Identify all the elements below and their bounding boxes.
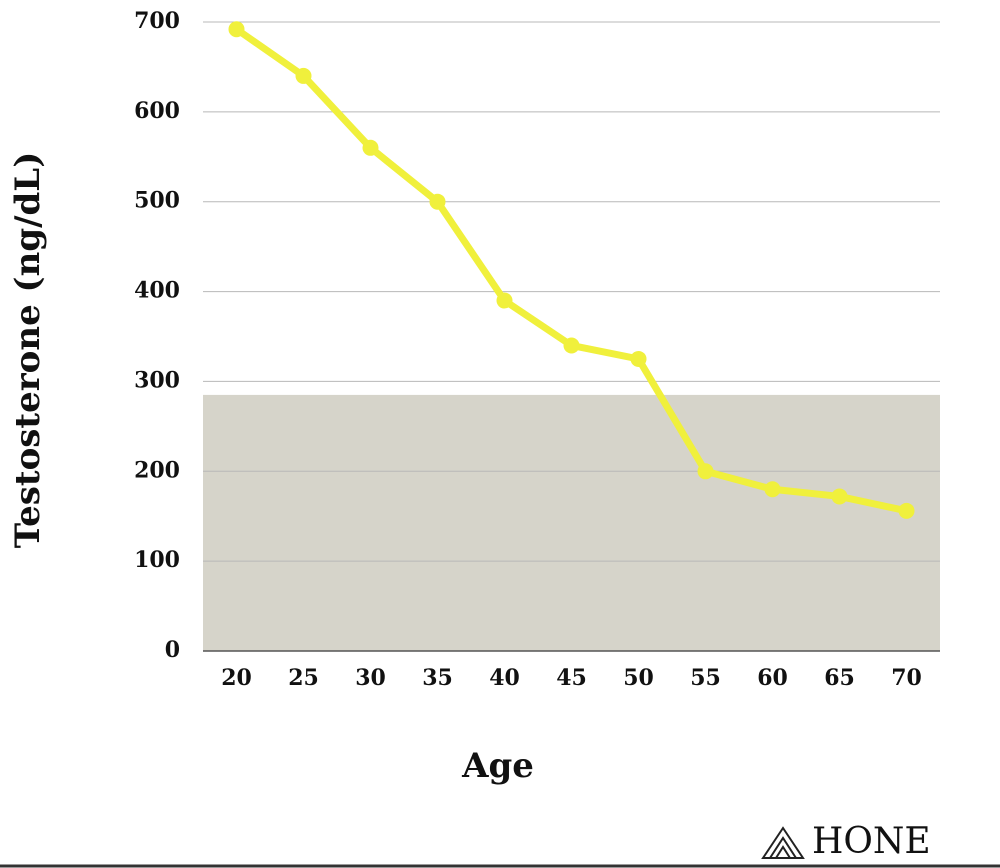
x-tick-label: 45	[556, 665, 587, 691]
y-tick-label: 500	[134, 188, 180, 214]
x-tick-label: 40	[489, 665, 520, 691]
brand-logo: HONE	[761, 821, 931, 862]
point	[831, 488, 848, 505]
x-tick-label: 65	[824, 665, 855, 691]
point	[362, 139, 379, 156]
x-tick-label: 30	[355, 665, 386, 691]
point	[764, 481, 781, 498]
y-tick-label: 300	[134, 367, 180, 393]
point	[295, 67, 312, 84]
y-tick-label: 200	[134, 457, 180, 483]
point	[429, 193, 446, 210]
y-tick-label: 0	[165, 637, 180, 663]
brand-name: HONE	[812, 821, 931, 862]
x-axis-title: Age	[461, 746, 534, 786]
point	[496, 292, 513, 309]
point	[630, 350, 647, 367]
point	[228, 21, 245, 38]
y-tick-label: 100	[134, 547, 180, 573]
shaded-band	[203, 394, 940, 651]
y-tick-label: 700	[134, 8, 180, 34]
x-tick-label: 35	[422, 665, 453, 691]
y-axis-title: Testosterone (ng/dL)	[8, 152, 48, 549]
point	[563, 337, 580, 354]
x-tick-label: 50	[623, 665, 654, 691]
y-tick-label: 600	[134, 98, 180, 124]
point	[898, 502, 915, 519]
x-tick-label: 55	[690, 665, 721, 691]
y-tick-label: 400	[134, 278, 180, 304]
x-tick-label: 70	[891, 665, 922, 691]
x-tick-label: 20	[221, 665, 252, 691]
x-tick-label: 60	[757, 665, 788, 691]
x-tick-label: 25	[288, 665, 319, 691]
point	[697, 463, 714, 480]
